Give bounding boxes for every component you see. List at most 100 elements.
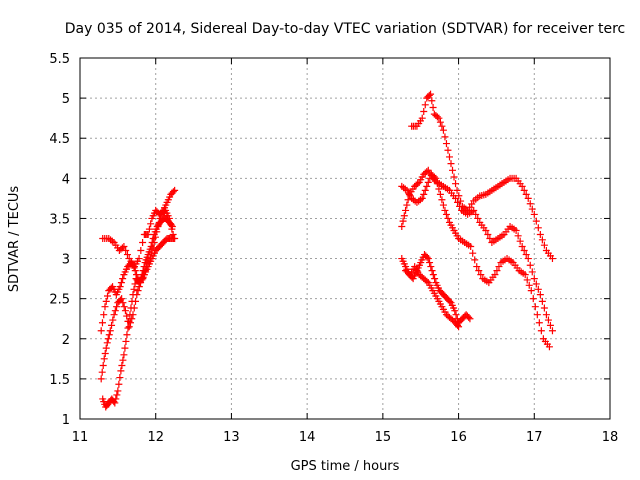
data-point-afternoon-c	[432, 174, 440, 182]
y-axis-label: SDTVAR / TECUs	[7, 186, 22, 293]
data-point-morning-c	[104, 335, 112, 343]
data-point-afternoon-b	[403, 201, 411, 209]
y-tick-label: 1	[62, 413, 70, 428]
data-point-afternoon-b	[486, 235, 494, 242]
data-point-afternoon-b	[528, 268, 536, 276]
data-point-afternoon-c	[438, 196, 446, 204]
data-point-afternoon-d	[431, 275, 439, 283]
data-point-morning-c	[171, 235, 179, 242]
data-point-morning-c	[101, 349, 109, 357]
data-point-afternoon-c	[420, 190, 428, 198]
y-tick-label: 2	[62, 333, 70, 348]
data-point-afternoon-a	[449, 166, 457, 174]
data-point-afternoon-b	[530, 275, 538, 283]
data-point-morning-c	[102, 344, 110, 352]
data-point-afternoon-b	[540, 304, 548, 312]
data-point-afternoon-c	[442, 210, 450, 218]
data-point-afternoon-c	[467, 243, 475, 251]
data-point-morning-d	[119, 356, 127, 364]
data-point-afternoon-b	[514, 232, 522, 240]
data-point-morning-d	[125, 317, 133, 325]
data-point-afternoon-d	[465, 313, 473, 321]
data-point-morning-d	[122, 337, 130, 345]
data-point-morning-c	[121, 307, 129, 315]
data-point-afternoon-b	[423, 168, 431, 176]
data-point-afternoon-b	[452, 194, 460, 202]
data-point-afternoon-a	[425, 91, 433, 99]
data-point-morning-a	[147, 220, 155, 228]
data-point-afternoon-b	[414, 180, 422, 188]
data-points	[97, 90, 556, 411]
data-point-morning-d	[128, 297, 136, 305]
data-point-morning-c	[100, 355, 108, 363]
data-point-morning-d	[127, 304, 135, 312]
data-point-afternoon-a	[528, 205, 536, 213]
data-point-afternoon-c	[475, 267, 483, 275]
data-point-morning-c	[119, 299, 127, 307]
data-point-afternoon-c	[493, 267, 501, 275]
data-point-morning-c	[97, 375, 105, 383]
data-point-morning-d	[121, 344, 129, 352]
data-point-afternoon-b	[400, 212, 408, 220]
data-point-afternoon-b	[524, 255, 532, 263]
data-point-afternoon-a	[418, 114, 426, 122]
data-point-morning-c	[134, 287, 142, 295]
data-point-afternoon-d	[429, 271, 437, 279]
data-point-morning-b	[117, 279, 125, 287]
data-point-morning-c	[98, 368, 106, 376]
data-point-afternoon-a	[526, 200, 534, 208]
data-point-afternoon-c	[545, 343, 553, 351]
data-point-morning-b	[131, 267, 139, 275]
data-point-afternoon-b	[538, 297, 546, 305]
data-point-afternoon-a	[436, 118, 444, 126]
data-point-afternoon-a	[450, 173, 458, 181]
data-point-afternoon-c	[471, 256, 479, 264]
data-point-afternoon-b	[536, 291, 544, 299]
data-point-afternoon-c	[491, 271, 499, 279]
data-point-morning-d	[113, 391, 121, 399]
data-point-afternoon-d	[423, 253, 431, 261]
data-point-afternoon-a	[444, 146, 452, 154]
x-tick-label: 11	[72, 430, 89, 445]
data-point-afternoon-c	[421, 186, 429, 194]
data-point-afternoon-b	[522, 251, 530, 259]
data-point-morning-c	[111, 307, 119, 315]
data-point-morning-c	[105, 331, 113, 339]
data-point-morning-a	[135, 255, 143, 263]
data-point-morning-d	[120, 351, 128, 359]
data-point-afternoon-b	[544, 316, 552, 324]
data-point-afternoon-c	[533, 311, 541, 319]
data-point-morning-d	[149, 235, 157, 242]
data-point-afternoon-c	[423, 182, 431, 190]
data-point-afternoon-b	[512, 226, 520, 234]
data-point-afternoon-e	[423, 277, 431, 285]
data-point-afternoon-a	[457, 197, 465, 205]
data-point-afternoon-a	[518, 182, 526, 190]
x-axis-label: GPS time / hours	[291, 459, 400, 474]
data-point-afternoon-d	[451, 307, 459, 315]
data-point-afternoon-c	[433, 180, 441, 188]
data-point-afternoon-e	[455, 323, 463, 331]
data-point-morning-d	[147, 243, 155, 251]
data-point-afternoon-c	[424, 178, 432, 186]
data-point-afternoon-b	[470, 206, 478, 214]
data-point-afternoon-c	[469, 249, 477, 257]
data-point-afternoon-a	[538, 236, 546, 244]
data-point-afternoon-a	[445, 153, 453, 161]
data-point-morning-c	[106, 327, 114, 335]
data-point-afternoon-c	[473, 263, 481, 271]
data-point-afternoon-c	[521, 271, 529, 279]
data-point-afternoon-b	[546, 321, 554, 329]
data-point-afternoon-c	[537, 327, 545, 335]
data-point-morning-b	[116, 283, 124, 291]
data-point-afternoon-a	[522, 190, 530, 198]
data-point-morning-d	[167, 221, 175, 229]
data-point-morning-a	[169, 188, 177, 196]
data-point-afternoon-a	[536, 230, 544, 238]
data-point-afternoon-a	[447, 160, 455, 168]
data-point-afternoon-c	[418, 194, 426, 202]
data-point-afternoon-c	[531, 303, 539, 311]
data-point-morning-a	[144, 230, 152, 238]
data-point-afternoon-c	[527, 287, 535, 295]
data-point-afternoon-c	[439, 201, 447, 209]
